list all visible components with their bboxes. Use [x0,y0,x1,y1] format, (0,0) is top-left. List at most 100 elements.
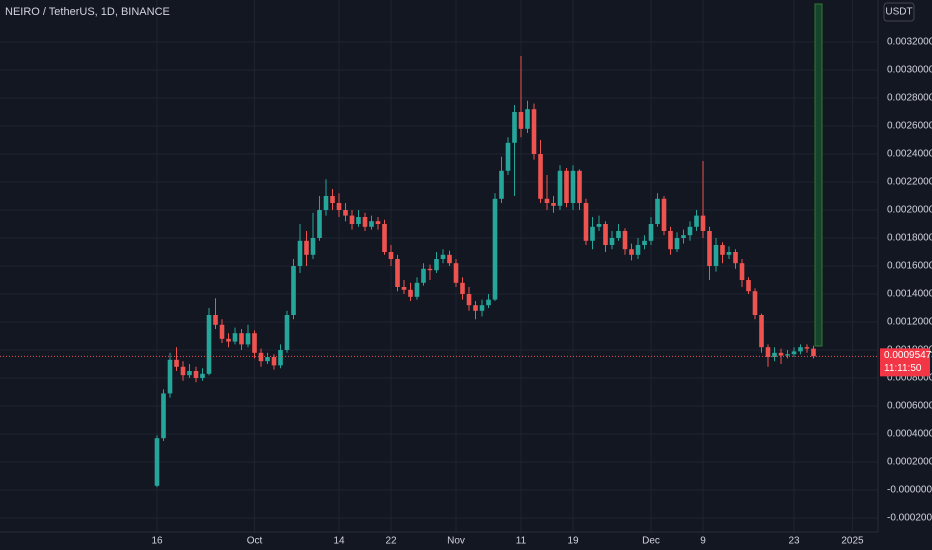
candle-body [609,238,615,245]
candle-body [167,359,173,394]
candle-body [707,231,712,266]
candle-body [213,315,218,325]
candle-body [551,203,556,206]
candle-body [778,352,784,356]
candle-body [544,198,550,203]
candle-body [193,371,199,378]
candle-body [219,324,225,339]
candle-body [356,217,361,224]
candle-body [206,315,212,374]
candle-body [518,112,524,129]
candle-body [479,305,485,311]
candle-body [765,347,771,357]
candle-body [661,198,667,231]
candle-body [739,263,745,280]
last-price-label: 0.00095473 [884,350,932,361]
candle-body [466,294,472,306]
candle-body [720,245,725,255]
candle-body [505,142,511,171]
candle-body [492,198,498,300]
candle-body [375,221,381,224]
x-tick-label: 11 [516,536,527,547]
candle-body [278,350,283,366]
candle-body [648,224,654,241]
candle-body [362,217,368,227]
candle-body [434,259,439,271]
candle-body [668,231,673,250]
candle-body [804,347,810,349]
candle-body [187,371,192,376]
currency-box[interactable] [883,2,915,22]
candle-body [388,252,394,259]
x-tick-label: Dec [642,536,660,547]
last-price-box [880,348,930,377]
candle-body [486,299,491,306]
candle-body [232,333,238,342]
candle-body [752,291,758,315]
candle-body [733,252,738,264]
x-tick-label: 19 [567,536,579,547]
x-tick-label: 9 [700,536,706,547]
candle-body [473,305,478,311]
candle-body [414,282,420,297]
candle-body [681,235,686,238]
candle-body [284,315,290,350]
x-tick-label: 22 [385,536,397,547]
candle-body [655,198,660,224]
candle-body [531,109,537,154]
candle-body [538,154,543,199]
candle-body [525,109,530,129]
candle-body [772,352,777,357]
indicator-bar [814,3,823,347]
y-tick-label: -0.00020000 [887,513,932,524]
candle-body [239,333,244,345]
candle-body [583,203,589,241]
candle-body [700,215,706,231]
candle-body [252,333,257,353]
x-tick-label: Oct [247,536,263,547]
candle-body [603,224,608,245]
candle-body [297,240,303,266]
countdown-label: 11:11:50 [884,363,922,374]
candle-body [291,266,296,315]
candle-body [726,252,732,255]
candle-body [154,438,160,486]
candle-body [557,170,563,206]
candle-body [499,170,504,199]
currency-label[interactable]: USDT [885,7,912,18]
candle-body [245,333,251,345]
candle-body [746,280,751,292]
candle-body [200,373,205,378]
candle-body [349,215,355,224]
candle-body [791,351,797,355]
candle-body [694,215,699,227]
candle-body [453,263,459,283]
candles [0,56,878,488]
x-tick-label: 14 [333,536,345,547]
candle-body [635,245,641,255]
candle-body [317,210,322,238]
candle-body [310,238,316,255]
candle-body [382,224,387,252]
candle-body [713,245,719,266]
candle-body [564,170,569,203]
candle-body [369,221,374,227]
candle-body [447,254,452,264]
x-tick-label: 23 [788,536,800,547]
grid [0,0,878,532]
candle-body [343,210,348,216]
candle-body [512,112,517,143]
candle-body [427,268,433,271]
candle-body [629,249,634,255]
candle-body [323,196,329,210]
